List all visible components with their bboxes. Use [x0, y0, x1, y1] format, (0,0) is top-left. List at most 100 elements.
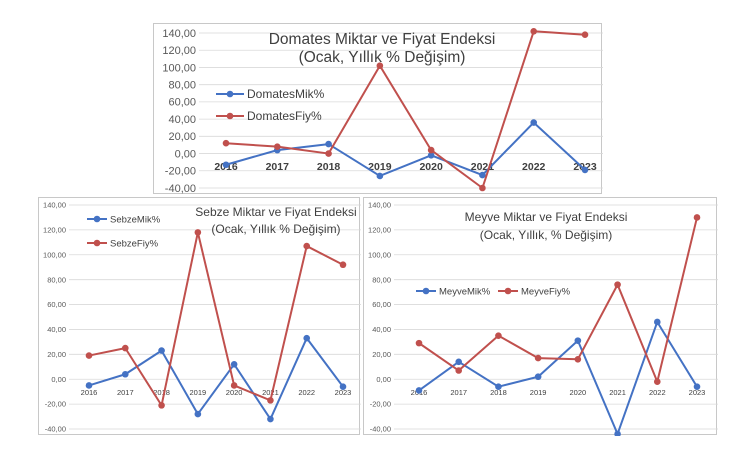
sebze-series-point-0	[267, 415, 274, 423]
meyve-series-point-1	[455, 367, 463, 374]
domates-xtick-label: 2022	[522, 161, 546, 173]
domates-ytick-label: 120,00	[162, 45, 196, 57]
meyve-ytick-label: 60,00	[372, 300, 391, 309]
domates-series-point-1	[427, 146, 435, 154]
sebze-ytick-label: 80,00	[47, 275, 66, 284]
sebze-series-group	[85, 229, 347, 423]
sebze-xtick-label: 2020	[226, 388, 243, 397]
sebze-xtick-label: 2022	[298, 388, 315, 397]
meyve-xtick-label: 2022	[649, 388, 666, 397]
sebze-xtick-label: 2018	[153, 388, 170, 397]
meyve-ytick-label: -40,00	[370, 425, 391, 434]
sebze-xtick-label: 2019	[190, 388, 207, 397]
domates-xtick-label: 2018	[317, 161, 341, 173]
domates-ytick-label: 60,00	[168, 97, 196, 109]
sebze-xtick-label: 2023	[335, 388, 352, 397]
sebze-series-point-0	[230, 360, 238, 368]
meyve-series-group	[415, 214, 701, 436]
meyve-series-point-0	[653, 318, 661, 326]
domates-chart-panel: -40,00 -20,00 0,00 20,00 40,00 60,00 80,00 100,…	[153, 23, 603, 195]
meyve-ytick-label: 80,00	[372, 275, 391, 284]
domates-series-point-0	[222, 161, 230, 169]
meyve-series-line-1	[418, 217, 698, 383]
meyve-series-point-0	[614, 430, 621, 436]
sebze-ytick-label: -20,00	[45, 400, 66, 409]
sebze-ytick-label: 100,00	[43, 250, 66, 259]
meyve-xtick-label: 2023	[689, 388, 706, 397]
domates-series-point-0	[427, 151, 435, 159]
meyve-series-point-0	[455, 358, 463, 366]
meyve-series-point-1	[415, 339, 423, 347]
meyve-series-point-0	[415, 387, 423, 394]
domates-ytick-label: 40,00	[168, 114, 196, 126]
meyve-legend-label: MeyveMik%	[439, 286, 491, 297]
sebze-xtick-label: 2021	[262, 388, 279, 397]
domates-xtick-label: 2019	[368, 161, 392, 173]
sebze-chart: -40,00 -20,00 0,00 20,00 40,00 60,00 80,00 100,…	[43, 201, 361, 434]
sebze-xtick-label: 2016	[81, 388, 98, 397]
meyve-legend-swatch-marker	[422, 287, 430, 295]
sebze-ytick-label: 60,00	[47, 300, 66, 309]
meyve-xtick-label: 2018	[490, 388, 507, 397]
domates-series-point-1	[479, 184, 486, 192]
sebze-series-point-0	[194, 410, 202, 418]
meyve-series-point-1	[574, 356, 582, 363]
meyve-series-point-0	[495, 383, 502, 390]
meyve-series-point-1	[534, 354, 542, 362]
meyve-xtick-label: 2017	[450, 388, 467, 397]
meyve-ytick-label: 0,00	[376, 375, 391, 384]
meyve-xtick-label: 2021	[609, 388, 626, 397]
sebze-series-line-1	[88, 231, 344, 407]
sebze-series-line-0	[88, 337, 344, 421]
domates-series-line-1	[225, 30, 586, 189]
sebze-chart-title: Sebze Miktar ve Fiyat Endeksi	[195, 205, 356, 219]
domates-series-point-0	[376, 172, 384, 180]
sebze-series-point-1	[158, 402, 165, 409]
sebze-legend-label: SebzeMik%	[110, 214, 161, 225]
domates-series-point-1	[530, 27, 538, 35]
sebze-ytick-label: 20,00	[47, 350, 66, 359]
sebze-series-point-0	[121, 370, 129, 378]
domates-xtick-label: 2017	[266, 161, 290, 173]
domates-ytick-label: 20,00	[168, 131, 196, 143]
domates-series-point-0	[479, 171, 486, 179]
meyve-ytick-label: 140,00	[368, 201, 391, 210]
sebze-ytick-label: 140,00	[43, 201, 66, 210]
domates-series-point-1	[273, 143, 281, 150]
sebze-series-point-0	[339, 383, 347, 390]
domates-series-point-1	[325, 150, 332, 157]
meyve-series-point-1	[653, 378, 661, 386]
sebze-series-point-1	[230, 382, 238, 389]
meyve-series-point-0	[693, 383, 701, 390]
meyve-series-point-1	[693, 214, 701, 221]
sebze-ytick-label: -40,00	[45, 425, 66, 434]
meyve-chart-subtitle: (Ocak, Yıllık, % Değişim)	[480, 228, 612, 242]
sebze-series-point-1	[267, 397, 274, 404]
domates-series-point-0	[581, 166, 589, 174]
sebze-series-point-0	[303, 334, 311, 342]
sebze-series-point-0	[158, 347, 165, 354]
domates-legend-swatch-marker	[226, 112, 234, 120]
meyve-ytick-label: 40,00	[372, 325, 391, 334]
domates-series-line-0	[225, 121, 586, 177]
domates-ytick-label: 80,00	[168, 80, 196, 92]
sebze-series-point-0	[85, 382, 93, 389]
domates-series-point-0	[325, 140, 332, 148]
meyve-ytick-label: 100,00	[368, 250, 391, 259]
sebze-legend-label: SebzeFiy%	[110, 238, 159, 249]
domates-ytick-label: -20,00	[165, 166, 196, 178]
domates-chart-title: Domates Miktar ve Fiyat Endeksi	[269, 31, 496, 48]
meyve-series-point-1	[614, 281, 621, 288]
domates-series-point-0	[530, 119, 538, 126]
domates-ytick-label: 0,00	[175, 148, 196, 160]
domates-chart-subtitle: (Ocak, Yıllık % Değişim)	[299, 49, 466, 66]
meyve-series-point-0	[534, 373, 542, 381]
meyve-xtick-label: 2019	[530, 388, 547, 397]
domates-series-point-1	[581, 31, 589, 39]
meyve-legend-swatch-marker	[504, 287, 512, 295]
domates-series-group	[222, 27, 589, 192]
sebze-ytick-label: 40,00	[47, 325, 66, 334]
sebze-legend-swatch-marker	[93, 239, 101, 247]
sebze-series-point-1	[121, 344, 129, 352]
meyve-series-point-1	[495, 332, 502, 339]
